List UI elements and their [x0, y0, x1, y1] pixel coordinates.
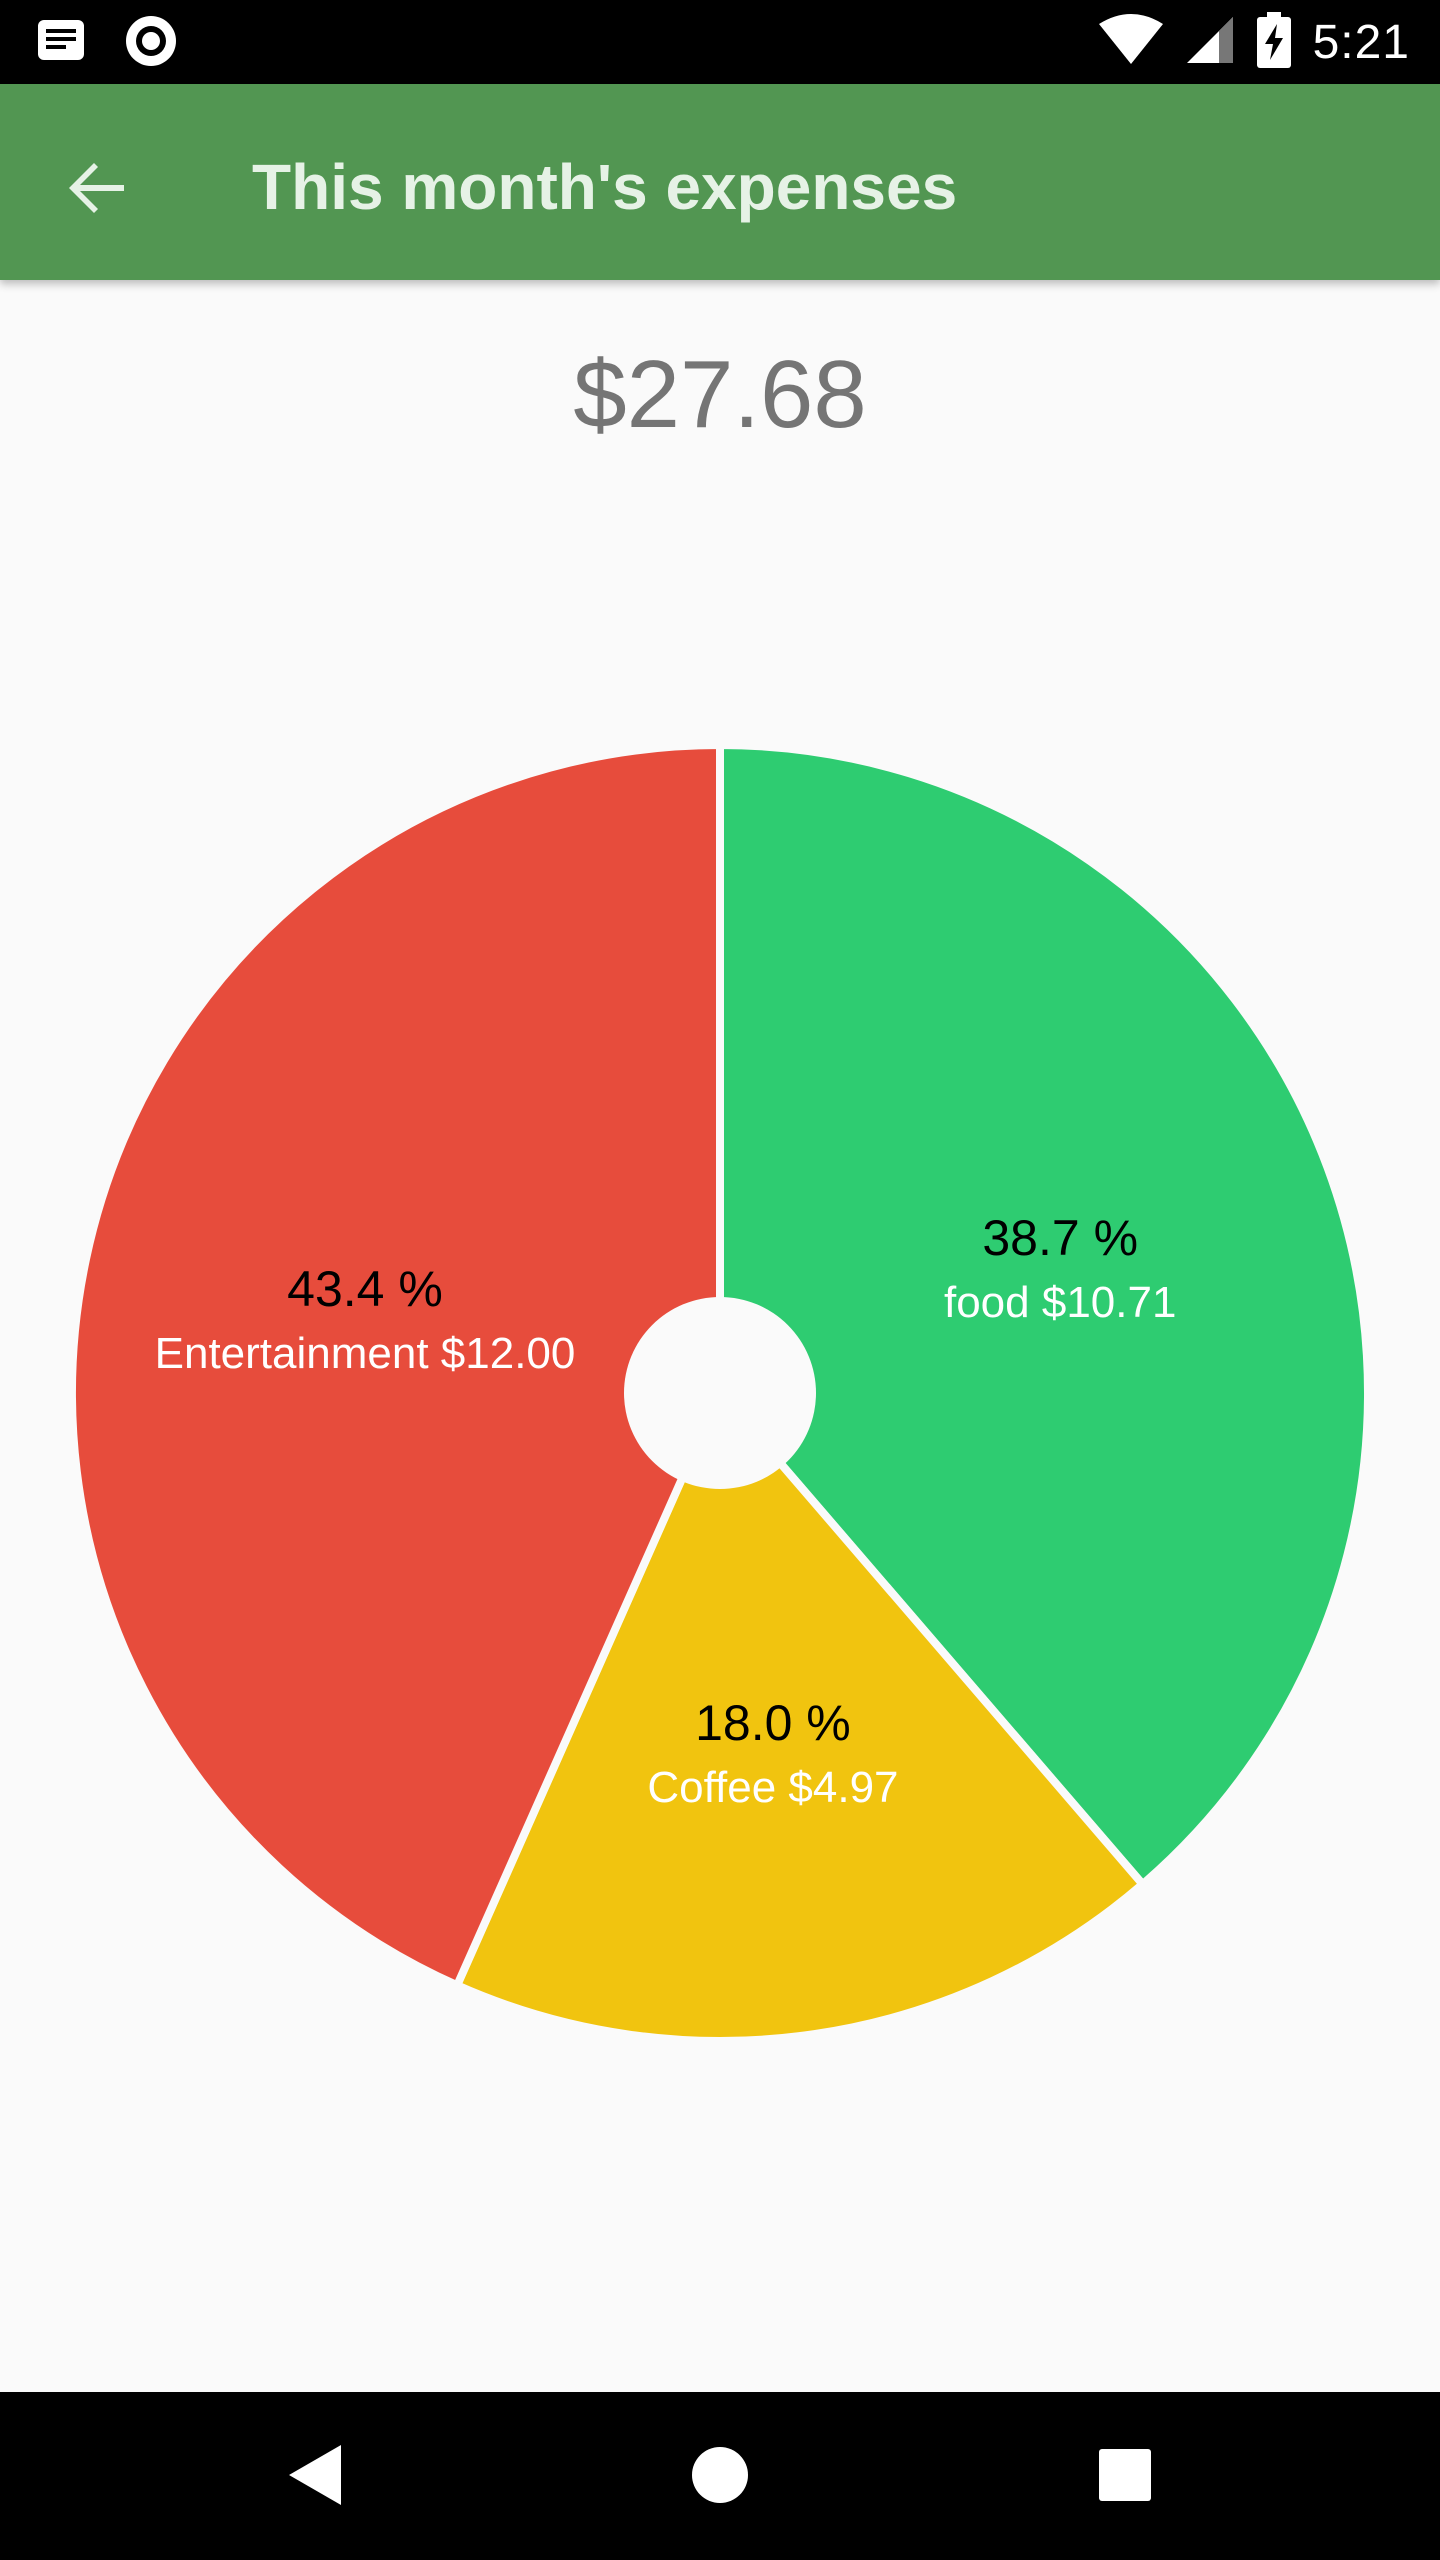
recents-nav-icon [1097, 2447, 1153, 2508]
app-bar: This month's expenses [0, 84, 1440, 280]
pie-center-hole [624, 1297, 816, 1489]
pie-slice-entertainment[interactable] [68, 741, 724, 1990]
notification-icon [36, 16, 86, 71]
navigation-bar [0, 2392, 1440, 2560]
slice-percent-label: 18.0 % [695, 1695, 851, 1751]
slice-category-label: food $10.71 [944, 1278, 1176, 1327]
slice-category-label: Coffee $4.97 [647, 1763, 898, 1812]
total-amount: $27.68 [573, 341, 867, 448]
slice-percent-label: 38.7 % [982, 1210, 1138, 1266]
expenses-pie-chart: 38.7 % food $10.71 18.0 % Coffee $4.97 43.4 … [68, 741, 1372, 2046]
status-bar: 5:21 [0, 0, 1440, 84]
battery-charging-icon [1256, 11, 1291, 73]
wifi-icon [1098, 13, 1163, 71]
nav-recents-button[interactable] [1070, 2422, 1180, 2532]
slice-percent-label: 43.4 % [287, 1261, 443, 1317]
signal-icon [1185, 15, 1235, 70]
slice-category-label: Entertainment $12.00 [155, 1329, 576, 1378]
nav-back-button[interactable] [260, 2422, 370, 2532]
pie-slice-coffee[interactable] [453, 1389, 1147, 2046]
page-title: This month's expenses [252, 151, 958, 223]
record-icon [124, 14, 178, 73]
pie-slice-food[interactable] [716, 741, 1372, 1889]
nav-home-button[interactable] [665, 2422, 775, 2532]
back-button[interactable] [50, 142, 146, 238]
arrow-back-icon [66, 156, 130, 225]
status-time: 5:21 [1312, 15, 1410, 69]
back-nav-icon [285, 2443, 345, 2512]
home-nav-icon [690, 2445, 750, 2510]
